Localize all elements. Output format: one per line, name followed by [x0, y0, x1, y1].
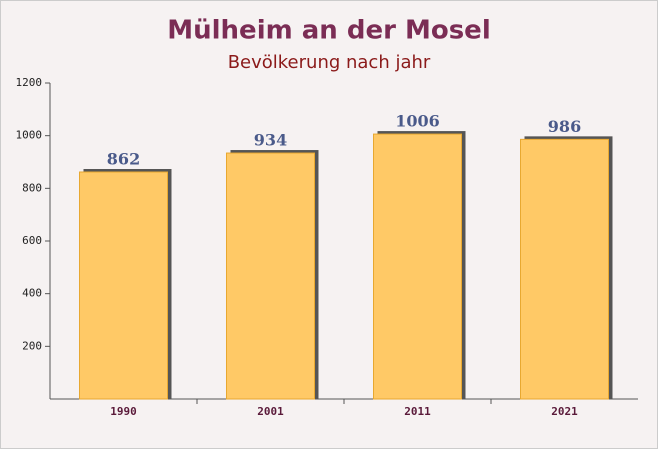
value-label: 1006 — [395, 112, 440, 131]
chart-subtitle: Bevölkerung nach jahr — [228, 52, 431, 73]
chart-title: Mülheim an der Mosel — [167, 16, 490, 46]
x-tick-label: 2001 — [257, 405, 284, 418]
bar — [226, 152, 315, 400]
y-tick-label: 600 — [22, 234, 42, 247]
y-tick-label: 800 — [22, 181, 42, 194]
value-label: 934 — [254, 131, 287, 150]
x-tick-label: 2021 — [551, 405, 578, 418]
x-tick-label: 2011 — [404, 405, 431, 418]
y-tick-label: 1000 — [16, 129, 43, 142]
x-tick-label: 1990 — [110, 405, 137, 418]
y-tick-label: 200 — [22, 339, 42, 352]
bar — [79, 171, 168, 400]
value-label: 862 — [107, 150, 140, 169]
value-label: 986 — [548, 117, 581, 136]
y-tick-label: 400 — [22, 287, 42, 300]
bar — [373, 133, 462, 400]
bar — [520, 138, 609, 400]
y-tick-label: 1200 — [16, 76, 43, 89]
